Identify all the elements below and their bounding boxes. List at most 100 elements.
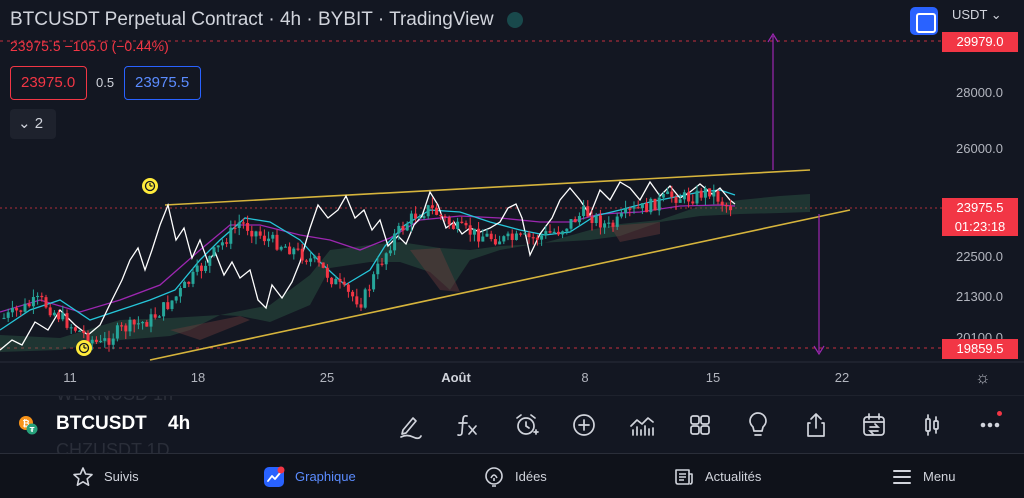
bottom-navigation: Suivis Graphique Idées Actualités Menu <box>0 453 1024 498</box>
candle-body <box>2 317 6 320</box>
nav-item-actualites[interactable]: Actualités <box>673 454 761 498</box>
symbol-name[interactable]: BTCUSDT <box>56 413 147 434</box>
candle-body <box>607 222 611 224</box>
indicators-toggle-button[interactable]: ⌄ 2 <box>10 109 56 139</box>
candle-body <box>439 214 443 217</box>
candle-body <box>708 188 712 197</box>
candle-body <box>401 225 405 231</box>
candle-body <box>527 233 531 238</box>
candle-body <box>384 253 388 265</box>
candle-body <box>136 323 140 325</box>
candle-body <box>603 223 607 228</box>
drawing-tools-icon[interactable] <box>395 410 425 440</box>
candle-body <box>615 216 619 227</box>
alerts-icon[interactable] <box>511 410 541 440</box>
candle-body <box>468 225 472 235</box>
candle-body <box>279 246 283 250</box>
candle-body <box>640 203 644 209</box>
bar-countdown: 01:23:18 <box>942 218 1018 236</box>
indicators-icon[interactable] <box>453 410 483 440</box>
candle-body <box>73 327 77 331</box>
candle-body <box>246 222 250 231</box>
nav-label: Suivis <box>104 469 139 484</box>
candle-body <box>283 246 287 248</box>
upper-trendline <box>164 169 811 206</box>
candle-body <box>31 297 35 307</box>
candle-body <box>540 235 544 240</box>
candle-body <box>523 233 527 235</box>
candle-body <box>199 265 203 271</box>
candle-body <box>262 235 266 242</box>
time-axis-label: Août <box>441 370 471 385</box>
candle-body <box>359 304 363 308</box>
candle-body <box>57 312 61 320</box>
candlestick-series <box>2 184 733 352</box>
candle-body <box>128 319 132 332</box>
candle-body <box>27 303 31 307</box>
candle-body <box>271 234 275 239</box>
kijun-line <box>0 204 736 313</box>
candle-body <box>351 291 355 297</box>
candle-body <box>510 233 514 240</box>
candle-body <box>229 227 233 244</box>
share-icon[interactable] <box>801 410 831 440</box>
nav-item-idees[interactable]: Idées <box>483 454 547 498</box>
candle-body <box>472 228 476 235</box>
nav-label: Actualités <box>705 469 762 484</box>
candle-body <box>388 250 392 254</box>
candle-body <box>153 314 157 318</box>
candle-body <box>531 237 535 239</box>
notification-dot <box>997 411 1002 416</box>
alarm-icon[interactable] <box>76 340 92 356</box>
price-change: 23975.5 −105.0 (−0.44%) <box>10 38 169 54</box>
time-axis-label: 8 <box>581 370 589 385</box>
candle-body <box>145 322 149 327</box>
fullscreen-icon[interactable] <box>910 7 938 35</box>
nav-item-suivis[interactable]: Suivis <box>72 454 139 498</box>
candle-body <box>191 271 195 284</box>
lightbulb-icon[interactable] <box>743 410 773 440</box>
candle-body <box>573 219 577 223</box>
sell-button[interactable]: 23975.0 <box>10 66 87 100</box>
chart-settings-icon[interactable]: ☼ <box>975 368 991 387</box>
price-chart[interactable] <box>0 0 1024 395</box>
candle-body <box>174 296 178 301</box>
candle-body <box>456 221 460 229</box>
candle-body <box>481 236 485 242</box>
nav-label: Graphique <box>295 469 356 484</box>
candle-body <box>464 222 468 226</box>
candle-body <box>397 225 401 234</box>
measure-down-arrow <box>813 345 825 356</box>
add-symbol-icon[interactable] <box>569 410 599 440</box>
candle-body <box>178 288 182 297</box>
candle-body <box>99 340 103 343</box>
object-tree-icon[interactable] <box>917 410 947 440</box>
more-options-icon[interactable] <box>975 410 1005 440</box>
nav-item-menu[interactable]: Menu <box>891 454 956 498</box>
alarm-icon[interactable] <box>142 178 158 194</box>
current-price-tag: 23975.5 <box>942 198 1018 218</box>
candle-body <box>61 313 65 320</box>
svg-text:₮: ₮ <box>30 426 35 434</box>
news-icon <box>673 466 695 488</box>
candle-body <box>372 274 376 290</box>
bitcoin-icon: ₿ ₮ <box>19 416 38 435</box>
candle-body <box>304 260 308 262</box>
candle-body <box>94 339 98 342</box>
replay-icon[interactable] <box>859 410 889 440</box>
compare-icon[interactable] <box>627 410 657 440</box>
currency-selector[interactable]: USDT ⌄ <box>952 7 1002 22</box>
buy-button[interactable]: 23975.5 <box>124 66 201 100</box>
candle-body <box>418 217 422 220</box>
chart-area[interactable]: BTCUSDT Perpetual Contract · 4h · BYBIT … <box>0 0 1024 395</box>
upper-price-tag: 29979.0 <box>942 32 1018 52</box>
candle-body <box>334 278 338 285</box>
candle-body <box>691 201 695 204</box>
hamburger-icon <box>891 466 913 488</box>
layouts-icon[interactable] <box>685 410 715 440</box>
candle-body <box>355 296 359 305</box>
timeframe-selector[interactable]: 4h <box>168 413 191 434</box>
compare-line <box>0 180 736 351</box>
candle-body <box>569 219 573 229</box>
nav-item-graphique[interactable]: Graphique <box>263 454 356 498</box>
